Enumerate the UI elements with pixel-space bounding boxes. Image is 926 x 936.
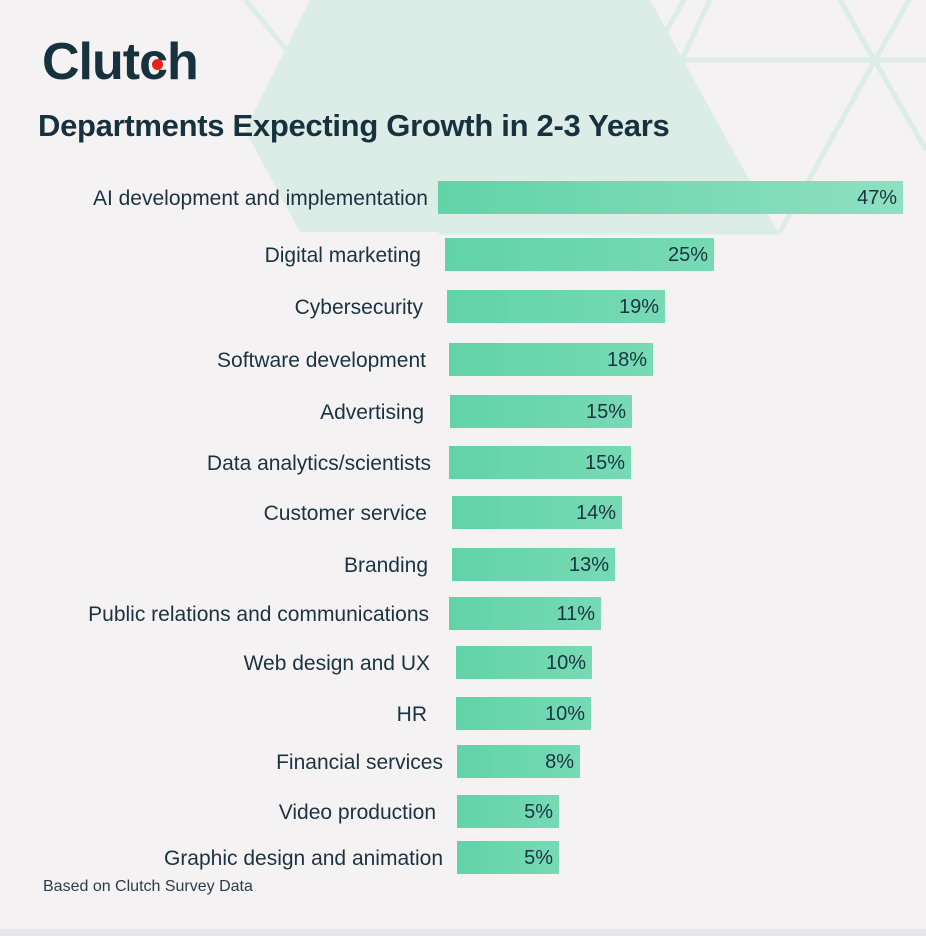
bar-row: HR xyxy=(0,697,427,731)
bar-value: 14% xyxy=(575,502,616,524)
bar-value: 15% xyxy=(585,401,626,423)
bar-label: Branding xyxy=(343,554,428,577)
bar-row: Financial services xyxy=(0,745,443,779)
bar-value: 11% xyxy=(556,603,595,625)
bar-value: 19% xyxy=(618,296,659,318)
bar-value: 5% xyxy=(524,847,553,869)
bar: 25% xyxy=(445,238,714,271)
bar: 15% xyxy=(450,395,632,428)
bar-label: Cybersecurity xyxy=(294,296,423,319)
bar-row: Digital marketing xyxy=(0,238,421,272)
bar: 10% xyxy=(456,697,591,730)
bar-row: Software development xyxy=(0,343,426,377)
bar-value: 47% xyxy=(856,187,897,209)
bar: 11% xyxy=(449,597,601,630)
bar: 14% xyxy=(452,496,622,529)
bar-label: Financial services xyxy=(276,751,443,774)
bar-row: Web design and UX xyxy=(0,646,430,680)
bar: 5% xyxy=(457,795,559,828)
logo-text-a: Clut xyxy=(42,33,140,91)
bar-value: 13% xyxy=(568,554,609,576)
bar-label: Data analytics/scientists xyxy=(206,452,431,475)
clutch-logo: Clutch xyxy=(42,33,199,91)
bar-row: Video production xyxy=(0,795,436,829)
bar-label: Software development xyxy=(217,349,426,372)
bar-label: HR xyxy=(396,703,427,726)
bar-value: 8% xyxy=(545,751,574,773)
bar: 15% xyxy=(449,446,631,479)
bar: 8% xyxy=(457,745,580,778)
bar-row: Cybersecurity xyxy=(0,290,423,324)
bar-label: Video production xyxy=(278,801,436,824)
bar-row: Public relations and communications xyxy=(0,597,429,631)
bar-label: Web design and UX xyxy=(243,652,430,675)
bar-value: 25% xyxy=(667,244,708,266)
bar: 18% xyxy=(449,343,653,376)
bar: 13% xyxy=(452,548,615,581)
bar-value: 10% xyxy=(544,703,585,725)
bottom-divider xyxy=(0,929,926,936)
bar-row: Graphic design and animation xyxy=(0,841,443,875)
bar-row: Customer service xyxy=(0,496,427,530)
source-footnote: Based on Clutch Survey Data xyxy=(43,878,253,895)
logo-red-dot-c: c xyxy=(139,33,168,91)
bar-value: 5% xyxy=(524,801,553,823)
bar: 47% xyxy=(438,181,903,214)
bar-label: AI development and implementation xyxy=(92,187,428,210)
bar-value: 15% xyxy=(584,452,625,474)
bar-label: Customer service xyxy=(263,502,427,525)
bar: 5% xyxy=(457,841,559,874)
bar-value: 18% xyxy=(606,349,647,371)
bar: 10% xyxy=(456,646,592,679)
bar-label: Graphic design and animation xyxy=(163,847,443,870)
bar: 19% xyxy=(447,290,665,323)
bar-row: AI development and implementation xyxy=(0,181,428,215)
bar-label: Digital marketing xyxy=(264,244,421,267)
logo-text-b: c xyxy=(139,33,168,91)
bar-row: Advertising xyxy=(0,395,424,429)
logo-text-c: h xyxy=(167,33,199,91)
bar-label: Public relations and communications xyxy=(88,603,429,626)
bar-row: Data analytics/scientists xyxy=(0,446,431,480)
chart-title: Departments Expecting Growth in 2-3 Year… xyxy=(38,108,670,143)
bar-value: 10% xyxy=(545,652,586,674)
bar-label: Advertising xyxy=(320,401,424,424)
bar-row: Branding xyxy=(0,548,428,582)
